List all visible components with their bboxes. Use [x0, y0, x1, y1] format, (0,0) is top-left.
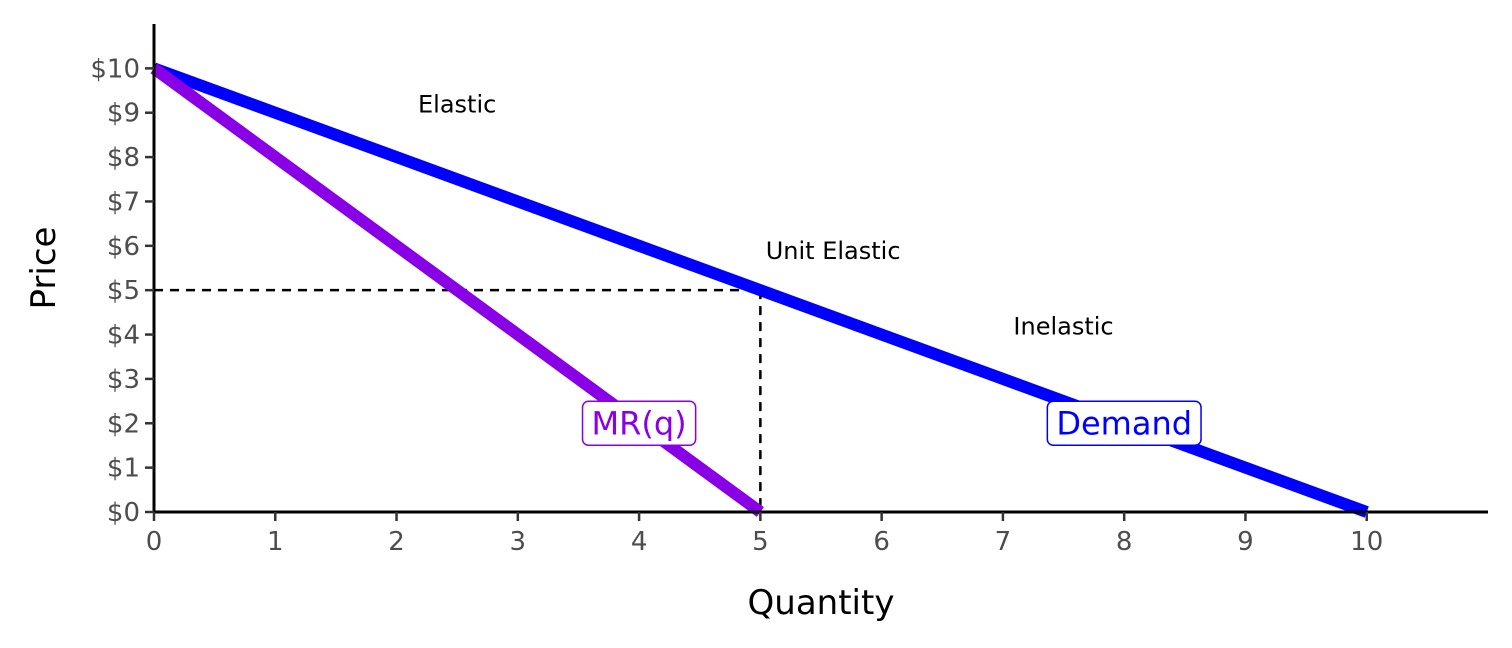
y-tick-label: $5 — [107, 276, 140, 306]
x-tick-label: 8 — [1116, 527, 1133, 557]
annotation-elastic: Elastic — [418, 91, 496, 119]
x-tick-label: 2 — [388, 527, 405, 557]
y-tick-label: $0 — [107, 498, 140, 528]
y-tick-label: $3 — [107, 365, 140, 395]
x-tick-label: 9 — [1237, 527, 1254, 557]
x-tick-label: 5 — [752, 527, 769, 557]
x-tick-label: 4 — [631, 527, 648, 557]
x-tick-label: 3 — [510, 527, 527, 557]
x-tick-label: 6 — [873, 527, 890, 557]
x-tick-label: 10 — [1350, 527, 1383, 557]
y-tick-label: $8 — [107, 143, 140, 173]
plot-area: Elastic Unit Elastic Inelastic MR(q) Demand — [150, 62, 1369, 518]
axes: 0 1 2 3 4 5 6 7 8 9 10 $0 $1 $2 $3 $4 $5 $6 $7 $8 $9 $10 — [90, 24, 1488, 557]
series-label-mr-q: MR(q) — [581, 400, 697, 447]
y-axis-title: Price — [24, 227, 64, 310]
series-label-box — [1046, 400, 1202, 447]
x-axis-title: Quantity — [748, 583, 895, 623]
series-label-box — [581, 400, 697, 447]
y-tick-label: $1 — [107, 454, 140, 484]
x-tick-label: 1 — [267, 527, 284, 557]
series-label-text: MR(q) — [592, 404, 687, 442]
annotation-inelastic: Inelastic — [1013, 313, 1113, 341]
y-tick-label: $7 — [107, 187, 140, 217]
x-tick-label: 0 — [146, 527, 163, 557]
y-tick-label: $9 — [107, 99, 140, 129]
series-label-demand: Demand — [1046, 400, 1202, 447]
x-tick-label: 7 — [995, 527, 1012, 557]
y-tick-label: $4 — [107, 321, 140, 351]
y-tick-label: $2 — [107, 409, 140, 439]
annotation-unit-elastic: Unit Elastic — [766, 237, 901, 265]
y-tick-label: $10 — [90, 54, 140, 84]
series-label-text: Demand — [1056, 404, 1192, 442]
y-tick-label: $6 — [107, 232, 140, 262]
